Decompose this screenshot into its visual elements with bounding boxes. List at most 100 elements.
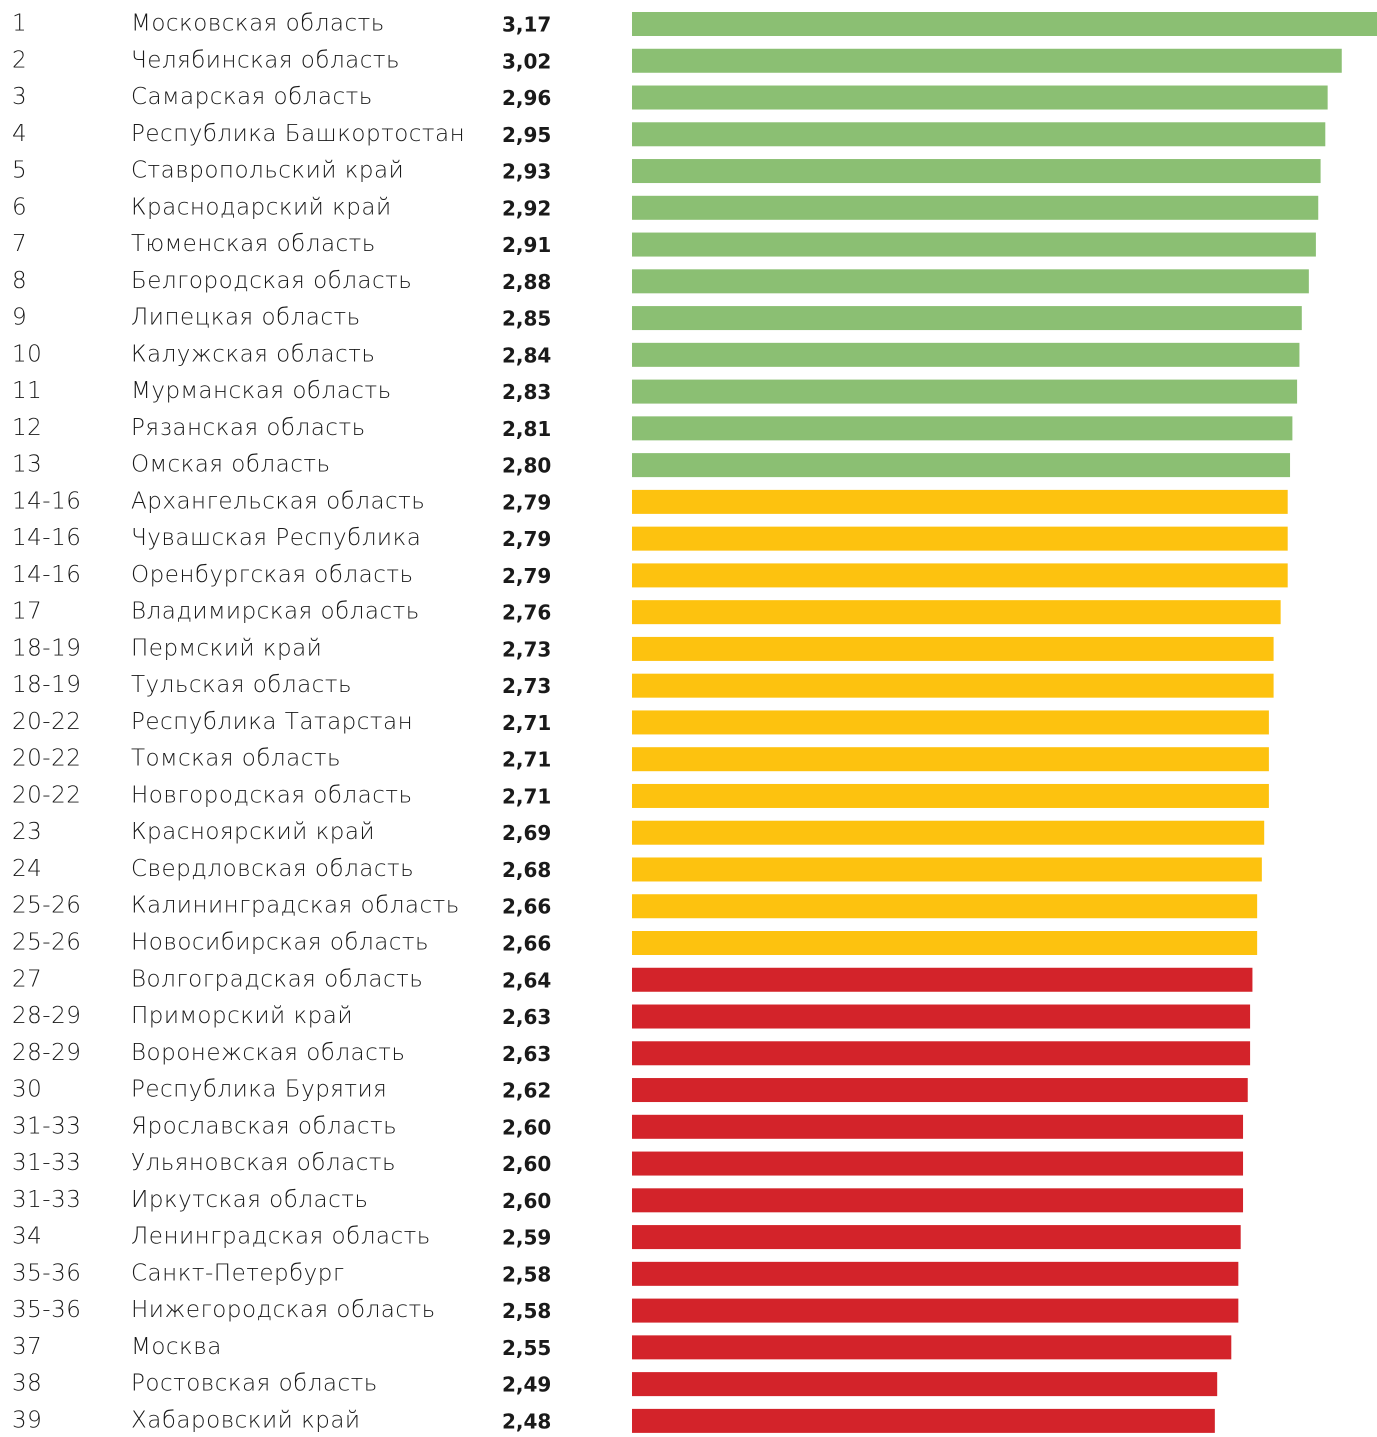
bar [632, 1298, 1239, 1323]
bar [632, 1114, 1244, 1139]
rank-label: 7 [12, 231, 27, 257]
bar [632, 857, 1262, 882]
value-label: 2,66 [502, 932, 551, 956]
rank-label: 35-36 [12, 1260, 81, 1286]
rank-label: 14-16 [12, 525, 81, 551]
category-label: Ставропольский край [131, 158, 404, 184]
rank-label: 35-36 [12, 1297, 81, 1323]
bar [632, 342, 1300, 367]
rank-label: 25-26 [12, 930, 81, 956]
value-label: 3,02 [502, 49, 551, 73]
value-label: 2,60 [502, 1115, 551, 1139]
rank-label: 11 [12, 378, 42, 404]
category-label: Волгоградская область [131, 966, 423, 992]
value-label: 2,81 [502, 417, 551, 441]
rank-label: 34 [12, 1224, 42, 1250]
bar [632, 159, 1321, 184]
value-label: 2,80 [502, 454, 551, 478]
rank-label: 3 [12, 84, 27, 110]
bar [632, 526, 1288, 551]
rank-label: 18-19 [12, 635, 81, 661]
rank-label: 6 [12, 194, 27, 220]
category-label: Свердловская область [131, 856, 414, 882]
rank-label: 8 [12, 268, 27, 294]
value-label: 2,93 [502, 160, 551, 184]
category-label: Пермский край [131, 635, 322, 661]
category-label: Оренбургская область [131, 562, 414, 588]
bar [632, 783, 1269, 808]
bar [632, 489, 1288, 514]
bar [632, 1261, 1239, 1286]
rank-label: 23 [12, 819, 42, 845]
value-label: 3,17 [502, 13, 551, 37]
rank-label: 12 [12, 415, 42, 441]
category-label: Владимирская область [131, 599, 420, 625]
value-label: 2,62 [502, 1079, 551, 1103]
category-label: Тюменская область [131, 231, 376, 257]
category-label: Томская область [131, 746, 341, 772]
bar [632, 379, 1298, 404]
rank-label: 30 [12, 1077, 42, 1103]
bar [632, 85, 1328, 110]
value-label: 2,59 [502, 1226, 551, 1250]
category-label: Калужская область [131, 341, 375, 367]
value-label: 2,71 [502, 711, 551, 735]
bar [632, 820, 1265, 845]
category-label: Воронежская область [131, 1040, 405, 1066]
category-label: Самарская область [131, 84, 373, 110]
value-label: 2,73 [502, 637, 551, 661]
value-label: 2,48 [502, 1409, 551, 1433]
category-label: Краснодарский край [131, 194, 392, 220]
category-label: Рязанская область [131, 415, 366, 441]
category-label: Ульяновская область [131, 1150, 396, 1176]
bar [632, 1225, 1241, 1250]
value-label: 2,71 [502, 748, 551, 772]
rank-label: 10 [12, 341, 42, 367]
value-label: 2,71 [502, 784, 551, 808]
value-label: 2,58 [502, 1262, 551, 1286]
rank-label: 31-33 [12, 1113, 81, 1139]
rank-label: 27 [12, 966, 42, 992]
value-label: 2,96 [502, 86, 551, 110]
value-label: 2,88 [502, 270, 551, 294]
rank-label: 18-19 [12, 672, 81, 698]
rank-label: 14-16 [12, 488, 81, 514]
category-label: Ростовская область [131, 1371, 378, 1397]
rank-label: 25-26 [12, 893, 81, 919]
value-label: 2,55 [502, 1336, 551, 1360]
value-label: 2,95 [502, 123, 551, 147]
rank-label: 20-22 [12, 709, 81, 735]
rank-label: 38 [12, 1371, 42, 1397]
bar [632, 306, 1302, 331]
value-label: 2,92 [502, 196, 551, 220]
value-label: 2,79 [502, 527, 551, 551]
category-label: Омская область [131, 452, 331, 478]
value-label: 2,60 [502, 1152, 551, 1176]
bar [632, 232, 1316, 257]
bar [632, 1004, 1251, 1029]
category-label: Хабаровский край [131, 1407, 361, 1433]
category-label: Нижегородская область [131, 1297, 436, 1323]
value-label: 2,91 [502, 233, 551, 257]
bar [632, 563, 1288, 588]
rank-label: 31-33 [12, 1150, 81, 1176]
bar [632, 416, 1293, 441]
rank-label: 28-29 [12, 1040, 81, 1066]
category-label: Республика Башкортостан [131, 121, 465, 147]
bar [632, 673, 1274, 698]
category-label: Москва [131, 1334, 222, 1360]
value-label: 2,58 [502, 1299, 551, 1323]
bar [632, 195, 1319, 220]
category-label: Липецкая область [131, 305, 361, 331]
category-label: Приморский край [131, 1003, 353, 1029]
category-label: Архангельская область [131, 488, 425, 514]
value-label: 2,85 [502, 307, 551, 331]
rank-label: 14-16 [12, 562, 81, 588]
value-label: 2,49 [502, 1373, 551, 1397]
rank-label: 9 [12, 305, 27, 331]
rank-label: 13 [12, 452, 42, 478]
value-label: 2,68 [502, 858, 551, 882]
bar [632, 710, 1269, 735]
value-label: 2,84 [502, 343, 551, 367]
